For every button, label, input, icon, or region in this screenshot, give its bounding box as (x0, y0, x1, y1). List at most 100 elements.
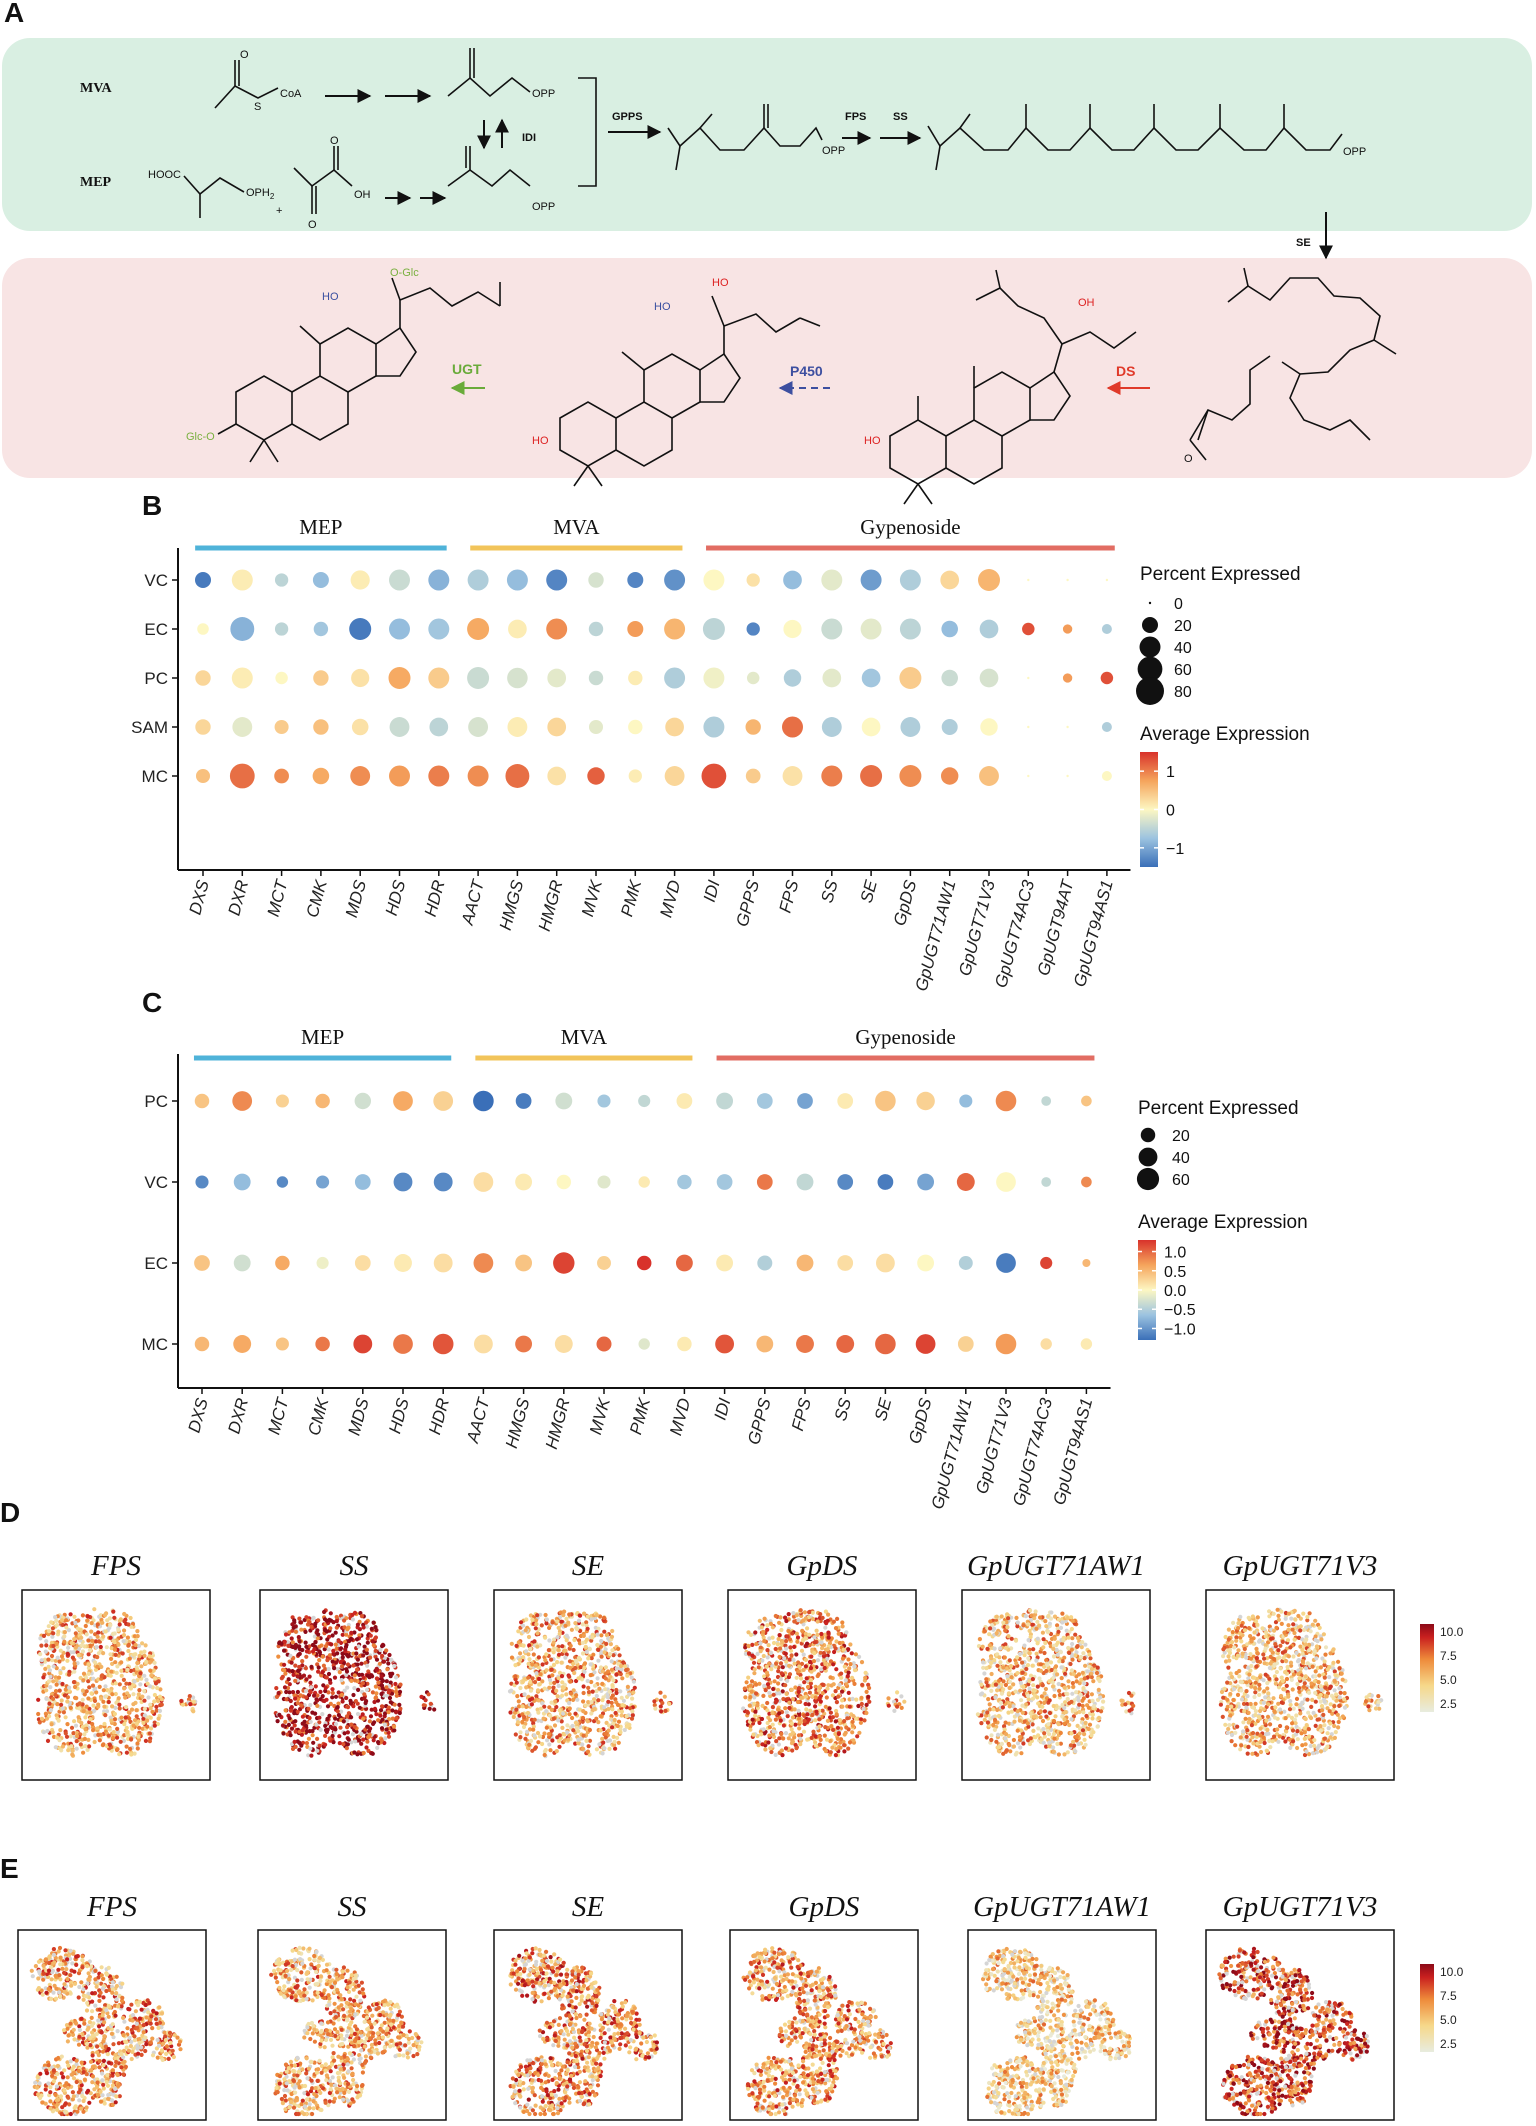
dot (1027, 725, 1030, 729)
cell-point (1060, 1702, 1065, 1707)
cell-point (368, 1633, 373, 1638)
cell-point (572, 1670, 577, 1676)
cell-point (288, 1698, 293, 1704)
cell-point (746, 1630, 751, 1635)
cell-point (820, 1691, 825, 1696)
cell-point (524, 1685, 529, 1690)
cell-point (616, 1740, 621, 1745)
cell-point (609, 1667, 615, 1672)
dot (1082, 1258, 1091, 1268)
cell-point (586, 1690, 592, 1695)
cell-point (148, 1726, 154, 1731)
cell-point (41, 1675, 46, 1680)
cell-point (63, 1715, 68, 1720)
cell-point (546, 1648, 552, 1653)
cell-point (135, 1634, 140, 1639)
cell-point (787, 1705, 792, 1711)
cell-point (1035, 1641, 1040, 1646)
dot (597, 1256, 611, 1270)
cell-point (338, 1646, 344, 1651)
cell-point (1021, 1676, 1026, 1681)
cell-point (525, 1710, 531, 1716)
cell-point (823, 1625, 828, 1630)
cell-point (126, 1643, 131, 1648)
cell-point (94, 1690, 99, 1695)
cell-point (126, 1622, 131, 1627)
cell-point (65, 1722, 70, 1727)
cell-point (861, 1706, 866, 1711)
cell-point (1007, 1743, 1012, 1748)
cell-point (803, 1636, 808, 1641)
cell-point (83, 1623, 88, 1629)
cell-point (886, 1703, 891, 1708)
cell-point (284, 1697, 289, 1702)
cell-point (580, 1622, 585, 1627)
cell-point (352, 1610, 358, 1615)
cell-point (1055, 1672, 1060, 1677)
cell-point (1055, 1652, 1060, 1657)
cell-point (50, 1634, 55, 1639)
cell-point (573, 1720, 579, 1725)
cell-point (988, 1619, 993, 1624)
cell-point (152, 1699, 157, 1704)
cell-point (849, 1651, 854, 1656)
cell-point (578, 1613, 583, 1618)
cell-point (126, 1693, 132, 1698)
gene-label: HMGR (535, 878, 567, 933)
cell-point (191, 1699, 196, 1704)
cell-point (571, 1688, 576, 1693)
umap-title: GpDS (787, 1550, 858, 1582)
cell-point (129, 1752, 134, 1757)
cell-point (124, 1750, 129, 1755)
umap-title: GpUGT71V3 (1223, 1550, 1378, 1582)
cell-point (49, 1653, 55, 1659)
cell-point (38, 1636, 43, 1641)
cell-point (609, 1634, 615, 1639)
cell-point (1077, 1702, 1082, 1707)
cell-point (101, 1742, 106, 1747)
cell-point (999, 1614, 1004, 1619)
cell-point (518, 1730, 523, 1735)
dot (783, 669, 802, 687)
dot (756, 1093, 773, 1109)
cell-point (586, 1744, 591, 1749)
cell-point (618, 1689, 623, 1694)
cell-point (339, 1678, 344, 1683)
cell-point (608, 1674, 613, 1679)
cell-point (103, 1612, 108, 1618)
cell-point (339, 1692, 344, 1698)
cell-point (508, 1710, 513, 1715)
cell-point (592, 1707, 597, 1712)
gene-label: CMK (303, 877, 331, 919)
cell-point (277, 1641, 282, 1646)
cell-point (304, 1677, 309, 1682)
dot (1081, 1176, 1092, 1188)
cell-point (564, 1692, 569, 1697)
cell-point (36, 1711, 41, 1717)
cell-point (384, 1648, 389, 1653)
cell-point (552, 1723, 558, 1728)
cell-point (556, 1652, 562, 1657)
dot (837, 1093, 854, 1109)
cell-point (1034, 1651, 1039, 1656)
cell-point (758, 1641, 763, 1646)
cell-point (64, 1618, 69, 1623)
cell-point (288, 1708, 294, 1713)
ho-dammarenediol: HO (864, 435, 881, 447)
cell-point (359, 1731, 364, 1736)
cell-point (361, 1653, 366, 1658)
cell-point (761, 1653, 766, 1659)
dmapp-structure (447, 146, 531, 188)
size-legend-dot (1137, 656, 1163, 682)
cell-point (356, 1687, 361, 1692)
cell-point (765, 1708, 770, 1713)
cell-point (590, 1689, 595, 1694)
cell-point (1027, 1628, 1032, 1633)
cell-point (792, 1661, 797, 1666)
cell-point (1069, 1717, 1074, 1722)
cell-point (584, 1738, 589, 1743)
cell-point (993, 1695, 998, 1700)
cell-point (1073, 1749, 1078, 1754)
cell-point (315, 1736, 320, 1741)
cell-point (131, 1702, 136, 1707)
